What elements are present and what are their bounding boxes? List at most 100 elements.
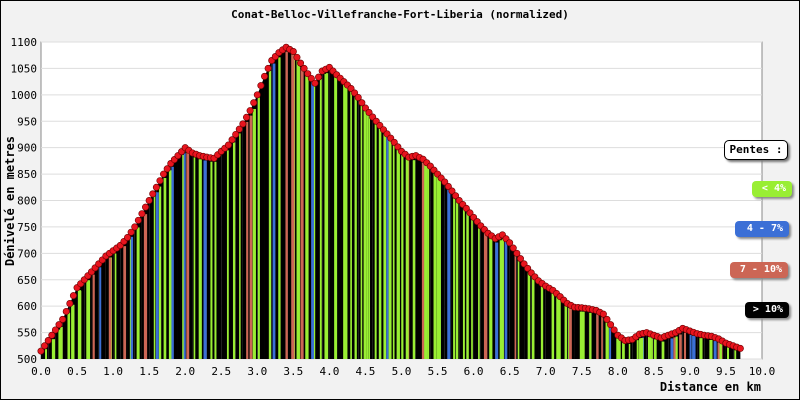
data-point bbox=[44, 337, 52, 345]
slope-strip bbox=[312, 84, 316, 360]
data-point bbox=[390, 138, 398, 146]
slope-strip bbox=[354, 96, 357, 359]
data-point bbox=[51, 326, 59, 334]
x-tick-label: 2.5 bbox=[211, 365, 231, 378]
data-point bbox=[394, 143, 402, 151]
slope-strip bbox=[683, 332, 687, 359]
slope-strip bbox=[183, 153, 186, 359]
slope-strip bbox=[622, 342, 625, 359]
slope-strip bbox=[319, 78, 322, 360]
slope-strip bbox=[232, 142, 236, 359]
data-point bbox=[69, 292, 77, 300]
slope-strip bbox=[581, 311, 585, 359]
slope-strip bbox=[136, 227, 140, 359]
slope-strip bbox=[437, 177, 441, 359]
data-point bbox=[138, 210, 146, 218]
chart-title: Conat-Belloc-Villefranche-Fort-Liberia (… bbox=[231, 8, 569, 21]
slope-strip bbox=[447, 189, 451, 359]
data-point bbox=[448, 187, 456, 195]
slope-strip bbox=[504, 241, 508, 359]
data-points bbox=[37, 43, 744, 355]
legend-title: Pentes : bbox=[724, 140, 788, 160]
slope-strip bbox=[392, 144, 395, 359]
x-tick-label: 8.0 bbox=[608, 365, 628, 378]
data-point bbox=[444, 182, 452, 190]
y-tick-labels: 500 550 600 650 700 750 800 850 900 950 1000 1050 11… bbox=[11, 36, 38, 366]
legend-item-less-4: < 4% bbox=[752, 181, 792, 197]
slope-strip bbox=[388, 139, 392, 359]
slope-strip bbox=[99, 267, 102, 359]
slope-strip bbox=[343, 84, 346, 359]
y-tick-label: 700 bbox=[17, 247, 37, 260]
slope-strip bbox=[296, 60, 300, 360]
y-tick-label: 750 bbox=[17, 221, 37, 234]
profile-segment bbox=[415, 155, 424, 359]
slope-strip bbox=[514, 253, 517, 359]
data-point bbox=[134, 216, 142, 224]
x-tick-label: 9.5 bbox=[716, 365, 736, 378]
slope-strip bbox=[214, 161, 217, 359]
slope-strip bbox=[60, 326, 63, 359]
slope-strip bbox=[186, 152, 190, 359]
slope-strip bbox=[345, 86, 348, 359]
slope-strip bbox=[636, 340, 639, 359]
x-tick-label: 3.5 bbox=[283, 365, 303, 378]
slope-strip bbox=[300, 67, 304, 360]
slope-strip bbox=[143, 214, 148, 359]
y-axis-label: Dénivelé en metres bbox=[3, 136, 17, 266]
data-point bbox=[264, 64, 272, 72]
slope-strip bbox=[661, 341, 664, 359]
slope-strip bbox=[692, 335, 696, 359]
slope-strip bbox=[226, 150, 229, 359]
x-tick-label: 4.0 bbox=[319, 365, 339, 378]
profile-segment bbox=[459, 200, 467, 359]
slope-strip bbox=[252, 108, 256, 359]
slope-strip bbox=[556, 297, 560, 359]
slope-strip bbox=[478, 226, 480, 359]
x-tick-label: 10.0 bbox=[749, 365, 776, 378]
slope-strip bbox=[291, 54, 295, 360]
slope-strip bbox=[433, 173, 437, 359]
data-point bbox=[156, 177, 164, 185]
data-point bbox=[224, 141, 232, 149]
slope-strip bbox=[453, 196, 456, 359]
slope-strip bbox=[466, 212, 469, 359]
data-point bbox=[242, 113, 250, 121]
slope-strip bbox=[734, 350, 737, 359]
profile-segment bbox=[625, 339, 633, 359]
slope-strip bbox=[401, 155, 404, 359]
x-tick-label: 5.0 bbox=[392, 365, 412, 378]
slope-strip bbox=[87, 280, 91, 359]
slope-strips bbox=[45, 51, 737, 360]
data-point bbox=[506, 239, 514, 247]
slope-strip bbox=[268, 70, 272, 359]
x-tick-label: 3.0 bbox=[247, 365, 267, 378]
data-point bbox=[307, 74, 315, 82]
data-point bbox=[607, 321, 615, 329]
x-tick-label: 8.5 bbox=[644, 365, 664, 378]
y-tick-label: 950 bbox=[17, 115, 37, 128]
data-point bbox=[736, 344, 744, 352]
legend-item-4-7: 4 - 7% bbox=[735, 221, 789, 237]
y-tick-label: 600 bbox=[17, 300, 37, 313]
slope-strip bbox=[551, 293, 555, 359]
slope-strip bbox=[363, 109, 367, 359]
profile-segment bbox=[336, 74, 344, 360]
data-point bbox=[361, 104, 369, 112]
data-point bbox=[599, 310, 607, 318]
data-point bbox=[131, 223, 139, 231]
y-tick-label: 800 bbox=[17, 195, 37, 208]
slope-strip bbox=[311, 82, 314, 359]
slope-strip bbox=[489, 238, 493, 359]
slope-strip bbox=[92, 274, 95, 359]
data-point bbox=[142, 203, 150, 211]
slope-strip bbox=[182, 154, 184, 359]
slope-strip bbox=[306, 75, 309, 359]
slope-strip bbox=[589, 312, 592, 359]
x-tick-label: 2.0 bbox=[175, 365, 195, 378]
slope-strip bbox=[709, 339, 713, 359]
data-point bbox=[163, 165, 171, 173]
data-point bbox=[66, 300, 74, 308]
data-point bbox=[62, 307, 70, 315]
